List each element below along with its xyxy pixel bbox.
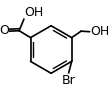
Text: Br: Br — [62, 74, 76, 87]
Text: OH: OH — [90, 25, 109, 38]
Text: OH: OH — [24, 6, 44, 19]
Text: O: O — [0, 24, 9, 37]
